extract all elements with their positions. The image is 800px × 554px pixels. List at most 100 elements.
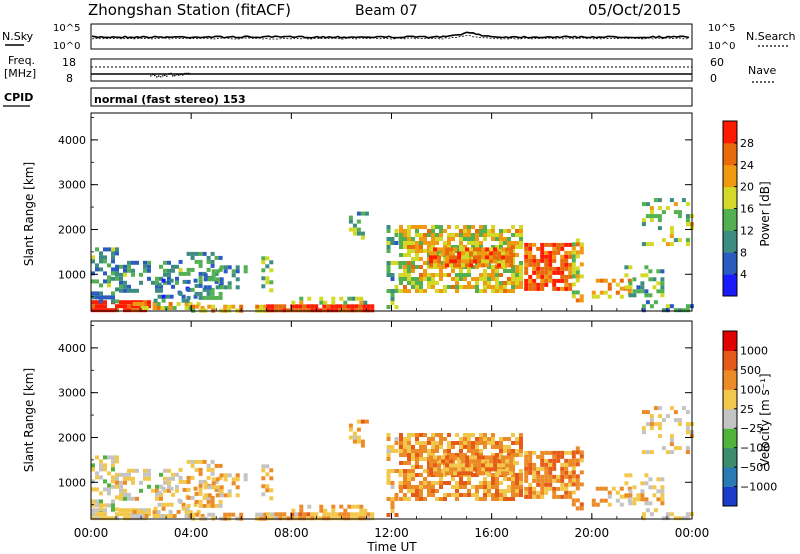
velocity-cell [394, 469, 399, 473]
velocity-cell [439, 437, 443, 441]
power-cell [552, 270, 557, 275]
velocity-cell [437, 455, 442, 460]
velocity-cell [467, 441, 471, 445]
power-cell [419, 285, 423, 289]
velocity-cell [475, 489, 479, 493]
velocity-cell [560, 466, 565, 471]
power-cell [152, 302, 157, 306]
power-cell [641, 308, 646, 313]
power-cell [501, 247, 506, 252]
velocity-cell [123, 472, 127, 477]
velocity-cell [99, 512, 103, 517]
power-cell [548, 266, 553, 271]
power-cell [95, 291, 99, 296]
power-cell [427, 261, 431, 265]
power-cell [657, 226, 662, 231]
velocity-cell [475, 453, 479, 457]
velocity-cell [649, 450, 654, 455]
power-cell [568, 254, 573, 259]
velocity-cell [103, 463, 107, 468]
velocity-cell [423, 445, 427, 449]
velocity-cell [431, 493, 435, 497]
power-cell [419, 245, 423, 249]
velocity-cell [95, 471, 99, 476]
velocity-cell [348, 435, 353, 440]
power-cell [363, 300, 368, 305]
power-cell [632, 277, 637, 282]
velocity-cell [282, 512, 287, 517]
velocity-cell [443, 473, 447, 477]
velocity-cell [524, 494, 529, 499]
velocity-cell [467, 493, 471, 497]
velocity-cell [443, 493, 447, 497]
velocity-cell [136, 510, 141, 514]
velocity-cell [657, 414, 662, 419]
velocity-cell [123, 492, 127, 497]
velocity-cell [168, 514, 173, 518]
power-cell [455, 273, 459, 277]
velocity-cell [427, 461, 431, 465]
power-cell [564, 278, 569, 283]
power-cell [306, 308, 311, 313]
power-cell [528, 274, 533, 279]
power-cell [475, 233, 479, 237]
velocity-cell [467, 481, 471, 485]
velocity-cell [455, 489, 459, 493]
velocity-cell [255, 512, 260, 517]
velocity-cell [544, 490, 549, 495]
power-cell [427, 233, 431, 237]
velocity-cell [322, 512, 327, 517]
power-cell [491, 265, 495, 269]
power-cell [503, 241, 507, 245]
velocity-cell [483, 437, 487, 441]
power-cell [673, 202, 678, 207]
power-cell [165, 294, 170, 299]
velocity-cell [306, 512, 311, 517]
velocity-cell [509, 471, 514, 476]
velocity-cell [540, 486, 545, 491]
power-cell [386, 269, 391, 273]
velocity-cell [483, 477, 487, 481]
velocity-cell [657, 426, 662, 431]
power-cell [575, 290, 580, 295]
power-cell [370, 304, 375, 309]
power-cell [485, 247, 490, 252]
velocity-cell [528, 470, 533, 475]
power-cell [669, 234, 674, 239]
velocity-cell [319, 504, 324, 509]
power-cell [429, 263, 434, 268]
power-cell [99, 295, 103, 300]
power-cell [511, 233, 515, 237]
velocity-cell [135, 516, 139, 521]
velocity-cell [415, 453, 419, 457]
power-cell [571, 274, 576, 279]
power-cell [477, 255, 482, 260]
velocity-cell [198, 459, 203, 464]
power-cell [532, 282, 537, 287]
power-cell [415, 241, 419, 245]
noise-left-tick-bottom: 10^0 [53, 41, 80, 52]
power-cell [439, 273, 443, 277]
power-cell [269, 268, 274, 273]
velocity-cell [575, 486, 580, 491]
velocity-cell [307, 504, 312, 509]
velocity-cell [155, 492, 159, 497]
velocity-cell [163, 488, 167, 493]
power-cell [467, 285, 471, 289]
power-cell [211, 269, 216, 274]
power-cell [628, 265, 633, 270]
velocity-cell [487, 461, 491, 465]
power-cell [147, 260, 151, 265]
velocity-cell [656, 477, 661, 482]
noise-sky-label: N.Sky [2, 30, 34, 43]
velocity-cell [485, 463, 490, 468]
velocity-cell [544, 474, 549, 479]
power-cell [111, 271, 115, 276]
power-cell [503, 269, 507, 273]
velocity-cell [155, 484, 159, 489]
velocity-cell [206, 475, 211, 480]
freq-right-tick-top: 60 [710, 56, 724, 69]
velocity-cell [479, 433, 483, 437]
velocity-cell [339, 504, 344, 509]
